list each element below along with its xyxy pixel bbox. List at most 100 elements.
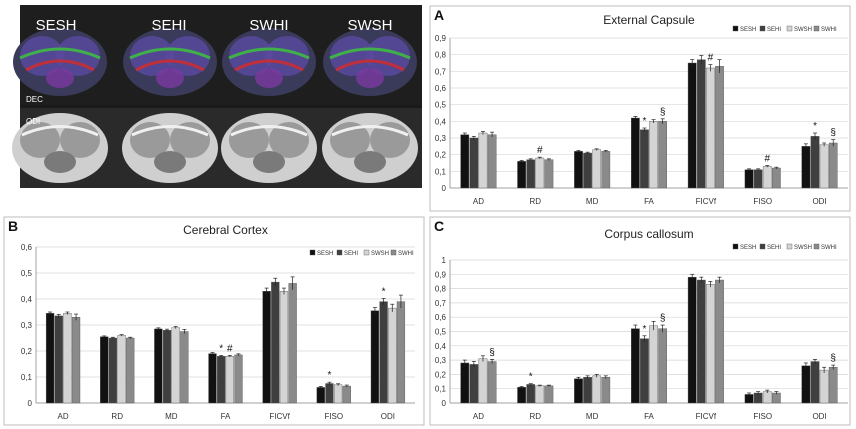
legend-swatch-swhi bbox=[813, 25, 820, 32]
bar-sehi-md bbox=[583, 377, 592, 404]
odi-slice-bright-band bbox=[331, 125, 409, 137]
bar-swsh-odi bbox=[819, 369, 829, 404]
significance-marker: # bbox=[708, 53, 714, 64]
y-tick-label: 0,5 bbox=[21, 269, 33, 278]
bar-sesh-ad bbox=[45, 313, 55, 404]
dec-slice-tract-red bbox=[135, 59, 205, 72]
bar-sehi-ad bbox=[469, 364, 479, 404]
dec-slice-tract-green bbox=[228, 47, 310, 60]
brain-group-label-sehi: SEHI bbox=[151, 17, 186, 34]
significance-marker: * bbox=[813, 121, 817, 132]
bar-sesh-md bbox=[154, 328, 163, 404]
x-tick-label: FISO bbox=[753, 197, 772, 206]
bar-swsh-ficvf bbox=[706, 67, 715, 189]
bar-sesh-fa bbox=[631, 328, 640, 404]
bar-swsh-fiso bbox=[762, 391, 772, 404]
bar-sesh-fiso bbox=[744, 169, 754, 189]
y-tick-label: 0 bbox=[442, 184, 447, 193]
y-tick-label: 0,6 bbox=[21, 243, 33, 252]
odi-slice-core bbox=[154, 151, 186, 173]
bar-swhi-md bbox=[601, 377, 611, 404]
x-tick-label: FICVf bbox=[696, 412, 717, 421]
legend-label-sesh: SESH bbox=[317, 251, 333, 257]
x-tick-label: ODI bbox=[381, 412, 395, 421]
bar-swhi-ad bbox=[71, 317, 81, 404]
bar-sehi-rd bbox=[108, 337, 118, 404]
y-tick-label: 0 bbox=[28, 399, 33, 408]
significance-marker: * bbox=[382, 286, 386, 297]
dec-slice-tract-red bbox=[25, 59, 95, 72]
bar-sesh-odi bbox=[801, 365, 811, 404]
odi-slice-bright-band bbox=[21, 125, 99, 137]
legend-label-swhi: SWHI bbox=[398, 251, 414, 257]
bar-sehi-md bbox=[583, 152, 592, 189]
brain-group-label-swhi: SWHI bbox=[249, 17, 288, 34]
legend-swatch-sesh bbox=[732, 25, 739, 32]
y-tick-label: 0,1 bbox=[435, 167, 447, 176]
odi-slice-core bbox=[253, 151, 285, 173]
y-tick-label: 0,4 bbox=[21, 295, 33, 304]
legend-label-sesh: SESH bbox=[740, 245, 756, 251]
legend-label-swsh: SWSH bbox=[371, 251, 389, 257]
bar-swhi-fiso bbox=[772, 392, 781, 404]
legend-label-sehi: SEHI bbox=[767, 27, 781, 33]
legend-swatch-swhi bbox=[390, 249, 397, 256]
bar-swsh-md bbox=[592, 149, 602, 189]
odi-slice-core bbox=[44, 151, 76, 173]
bar-swhi-fa bbox=[658, 121, 667, 189]
bar-swhi-fa bbox=[234, 354, 243, 404]
legend-label-swsh: SWSH bbox=[794, 27, 812, 33]
bar-sehi-ficvf bbox=[696, 279, 706, 404]
dec-slice-core bbox=[356, 68, 384, 88]
chart-title: Corpus callosum bbox=[604, 227, 693, 241]
y-tick-label: 0,4 bbox=[435, 342, 447, 351]
x-tick-label: AD bbox=[473, 412, 484, 421]
significance-marker: § bbox=[830, 353, 836, 364]
dec-brain-slice bbox=[123, 28, 217, 96]
bar-sehi-odi bbox=[379, 301, 388, 404]
y-tick-label: 0,2 bbox=[21, 347, 33, 356]
x-tick-label: RD bbox=[530, 412, 542, 421]
legend-swatch-sehi bbox=[759, 243, 766, 250]
x-tick-label: FA bbox=[644, 197, 654, 206]
significance-marker: § bbox=[830, 128, 836, 139]
bar-swhi-fiso bbox=[772, 167, 781, 189]
chart-frame bbox=[429, 216, 851, 426]
dec-slice-core bbox=[255, 68, 283, 88]
bar-sesh-ficvf bbox=[262, 291, 271, 404]
bar-swsh-ad bbox=[478, 358, 488, 404]
dec-slice-tract-red bbox=[335, 59, 405, 72]
bar-swhi-ad bbox=[487, 134, 497, 189]
bar-sehi-ficvf bbox=[696, 59, 706, 189]
dec-slice-tract-green bbox=[19, 47, 101, 60]
legend-label-swhi: SWHI bbox=[821, 27, 837, 33]
chart-title: External Capsule bbox=[603, 13, 695, 27]
bar-swsh-fiso bbox=[762, 166, 772, 189]
bar-swhi-odi bbox=[828, 142, 838, 189]
bar-sesh-odi bbox=[801, 146, 811, 189]
x-tick-label: RD bbox=[530, 197, 542, 206]
legend-swatch-sehi bbox=[759, 25, 766, 32]
odi-slice-core bbox=[354, 151, 386, 173]
bar-swhi-rd bbox=[126, 337, 135, 404]
x-tick-label: FA bbox=[221, 412, 231, 421]
bar-sehi-ad bbox=[469, 137, 479, 189]
x-tick-label: RD bbox=[111, 412, 123, 421]
bar-swhi-odi bbox=[828, 367, 838, 404]
x-tick-label: FICVf bbox=[269, 412, 290, 421]
significance-marker: § bbox=[660, 313, 666, 324]
odi-brain-slice bbox=[221, 113, 317, 183]
chart-panel-c: C Corpus callosum 0 0,1 0,2 0,3 0,4 0,5 0,6 0,7 0,… bbox=[429, 216, 851, 426]
significance-marker: # bbox=[227, 343, 233, 354]
significance-marker: § bbox=[660, 107, 666, 118]
dec-slice-core bbox=[156, 68, 184, 88]
y-tick-label: 0,9 bbox=[435, 270, 447, 279]
dec-brain-slice bbox=[222, 28, 316, 96]
y-tick-label: 0,8 bbox=[435, 51, 447, 60]
bar-sehi-ad bbox=[54, 315, 63, 404]
y-tick-label: 0,3 bbox=[21, 321, 33, 330]
bar-swsh-odi bbox=[388, 307, 397, 404]
dec-slice-core bbox=[46, 68, 74, 88]
legend-label-sesh: SESH bbox=[740, 27, 756, 33]
odi-brain-slice bbox=[122, 113, 218, 183]
